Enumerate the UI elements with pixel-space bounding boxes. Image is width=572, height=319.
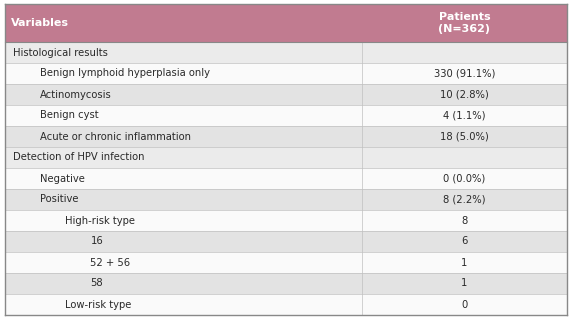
Text: Positive: Positive	[40, 195, 78, 204]
Bar	[5, 168, 567, 189]
Text: 6: 6	[461, 236, 468, 247]
Text: Actinomycosis: Actinomycosis	[40, 90, 112, 100]
Bar	[5, 126, 567, 147]
Bar	[5, 210, 567, 231]
Text: 330 (91.1%): 330 (91.1%)	[434, 69, 495, 78]
Text: Negative: Negative	[40, 174, 85, 183]
Bar	[5, 147, 567, 168]
Bar	[5, 252, 567, 273]
Text: Histological results: Histological results	[14, 48, 108, 57]
Text: 58: 58	[90, 278, 103, 288]
Bar	[5, 189, 567, 210]
Text: Detection of HPV infection: Detection of HPV infection	[14, 152, 145, 162]
Text: 1: 1	[461, 257, 468, 268]
Text: Benign lymphoid hyperplasia only: Benign lymphoid hyperplasia only	[40, 69, 210, 78]
Text: Low-risk type: Low-risk type	[65, 300, 132, 309]
Bar	[5, 63, 567, 84]
Text: Variables: Variables	[11, 18, 69, 28]
Text: 8 (2.2%): 8 (2.2%)	[443, 195, 486, 204]
Text: 18 (5.0%): 18 (5.0%)	[440, 131, 489, 142]
Bar	[5, 4, 567, 42]
Text: Acute or chronic inflammation: Acute or chronic inflammation	[40, 131, 191, 142]
Text: 0 (0.0%): 0 (0.0%)	[443, 174, 486, 183]
Bar	[5, 231, 567, 252]
Text: Benign cyst: Benign cyst	[40, 110, 98, 121]
Text: 52 + 56: 52 + 56	[90, 257, 130, 268]
Text: 10 (2.8%): 10 (2.8%)	[440, 90, 489, 100]
Bar	[5, 273, 567, 294]
Bar	[5, 294, 567, 315]
Text: 16: 16	[90, 236, 103, 247]
Text: High-risk type: High-risk type	[65, 216, 135, 226]
Text: Patients
(N=362): Patients (N=362)	[438, 12, 490, 34]
Text: 4 (1.1%): 4 (1.1%)	[443, 110, 486, 121]
Text: 8: 8	[461, 216, 467, 226]
Bar	[5, 105, 567, 126]
Text: 0: 0	[461, 300, 467, 309]
Text: 1: 1	[461, 278, 468, 288]
Bar	[5, 84, 567, 105]
Bar	[5, 42, 567, 63]
